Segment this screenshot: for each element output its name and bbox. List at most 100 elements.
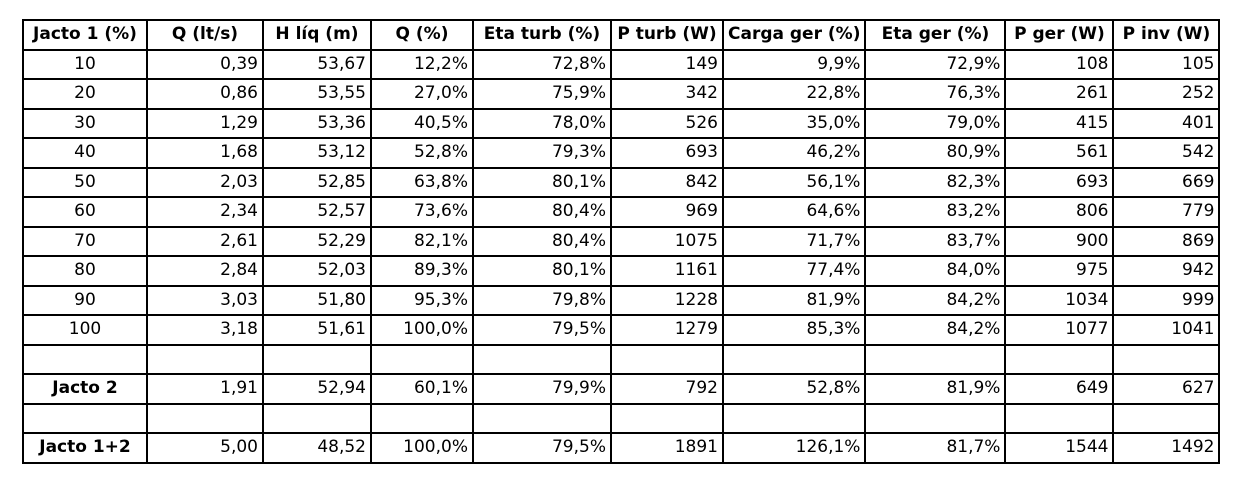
value-cell: 0,39 [146,48,264,80]
value-cell: 35,0% [721,107,867,139]
value-cell: 975 [1004,255,1115,287]
value-cell: 64,6% [721,196,867,228]
value-cell: 83,7% [864,225,1007,257]
value-cell: 63,8% [370,166,474,198]
value-cell: 53,12 [262,137,372,169]
value-cell: 84,2% [864,284,1007,316]
value-cell: 108 [1004,48,1115,80]
value-cell: 12,2% [370,48,474,80]
value-cell: 9,9% [721,48,867,80]
value-cell: 52,57 [262,196,372,228]
row-label-cell: 70 [22,225,148,257]
value-cell: 80,9% [864,137,1007,169]
column-header: P inv (W) [1112,19,1221,51]
value-cell: 942 [1112,255,1221,287]
value-cell: 79,3% [472,137,612,169]
value-cell: 84,2% [864,314,1007,346]
value-cell: 5,00 [146,432,264,464]
value-cell: 79,9% [472,373,612,405]
table-row: 100 3,18 51,61 100,0% 79,5% 1279 85,3% 84,2% 107… [22,314,1221,346]
value-cell: 1891 [610,432,724,464]
table-row: 60 2,34 52,57 73,6% 80,4% 969 64,6% 83,2% 806 779 [22,196,1221,228]
table-row: 90 3,03 51,80 95,3% 79,8% 1228 81,9% 84,2% 1034 9… [22,284,1221,316]
value-cell: 693 [1004,166,1115,198]
column-header: Q (lt/s) [146,19,264,51]
empty-cell [721,343,867,375]
value-cell: 40,5% [370,107,474,139]
value-cell: 79,8% [472,284,612,316]
value-cell: 22,8% [721,78,867,110]
value-cell: 3,18 [146,314,264,346]
value-cell: 627 [1112,373,1221,405]
value-cell: 1077 [1004,314,1115,346]
row-label-cell: 50 [22,166,148,198]
value-cell: 2,03 [146,166,264,198]
value-cell: 2,84 [146,255,264,287]
empty-cell [1004,402,1115,434]
table-row: 20 0,86 53,55 27,0% 75,9% 342 22,8% 76,3% 261 252 [22,78,1221,110]
value-cell: 1492 [1112,432,1221,464]
value-cell: 52,94 [262,373,372,405]
header-row: Jacto 1 (%) Q (lt/s) H líq (m) Q (%) Eta tur… [22,19,1221,51]
value-cell: 72,8% [472,48,612,80]
column-header: Eta ger (%) [864,19,1007,51]
column-header: P ger (W) [1004,19,1115,51]
empty-cell [1112,402,1221,434]
row-label-cell: 90 [22,284,148,316]
value-cell: 89,3% [370,255,474,287]
value-cell: 415 [1004,107,1115,139]
value-cell: 105 [1112,48,1221,80]
value-cell: 53,67 [262,48,372,80]
value-cell: 79,5% [472,432,612,464]
value-cell: 806 [1004,196,1115,228]
empty-cell [370,343,474,375]
value-cell: 1,29 [146,107,264,139]
value-cell: 649 [1004,373,1115,405]
value-cell: 56,1% [721,166,867,198]
empty-cell [22,343,148,375]
value-cell: 2,34 [146,196,264,228]
value-cell: 526 [610,107,724,139]
value-cell: 1041 [1112,314,1221,346]
value-cell: 3,03 [146,284,264,316]
value-cell: 72,9% [864,48,1007,80]
value-cell: 52,29 [262,225,372,257]
value-cell: 78,0% [472,107,612,139]
value-cell: 80,1% [472,166,612,198]
table-row: 50 2,03 52,85 63,8% 80,1% 842 56,1% 82,3% 693 669 [22,166,1221,198]
value-cell: 27,0% [370,78,474,110]
empty-cell [472,343,612,375]
value-cell: 100,0% [370,314,474,346]
value-cell: 2,61 [146,225,264,257]
value-cell: 46,2% [721,137,867,169]
row-label-cell: Jacto 2 [22,373,148,405]
value-cell: 561 [1004,137,1115,169]
row-label-cell: 30 [22,107,148,139]
column-header: Jacto 1 (%) [22,19,148,51]
value-cell: 81,9% [721,284,867,316]
value-cell: 75,9% [472,78,612,110]
empty-cell [262,402,372,434]
value-cell: 81,9% [864,373,1007,405]
column-header: Q (%) [370,19,474,51]
value-cell: 52,03 [262,255,372,287]
value-cell: 52,8% [721,373,867,405]
empty-cell [370,402,474,434]
value-cell: 52,85 [262,166,372,198]
value-cell: 669 [1112,166,1221,198]
empty-cell [721,402,867,434]
empty-cell [610,402,724,434]
value-cell: 969 [610,196,724,228]
value-cell: 693 [610,137,724,169]
table-row: 10 0,39 53,67 12,2% 72,8% 149 9,9% 72,9% 108 105 [22,48,1221,80]
value-cell: 999 [1112,284,1221,316]
column-header: P turb (W) [610,19,724,51]
value-cell: 900 [1004,225,1115,257]
table-body: 10 0,39 53,67 12,2% 72,8% 149 9,9% 72,9% 108 105 2… [22,48,1221,464]
row-label-cell: 20 [22,78,148,110]
row-label-cell: 40 [22,137,148,169]
table-row: 40 1,68 53,12 52,8% 79,3% 693 46,2% 80,9% 561 542 [22,137,1221,169]
value-cell: 252 [1112,78,1221,110]
value-cell: 48,52 [262,432,372,464]
empty-cell [262,343,372,375]
